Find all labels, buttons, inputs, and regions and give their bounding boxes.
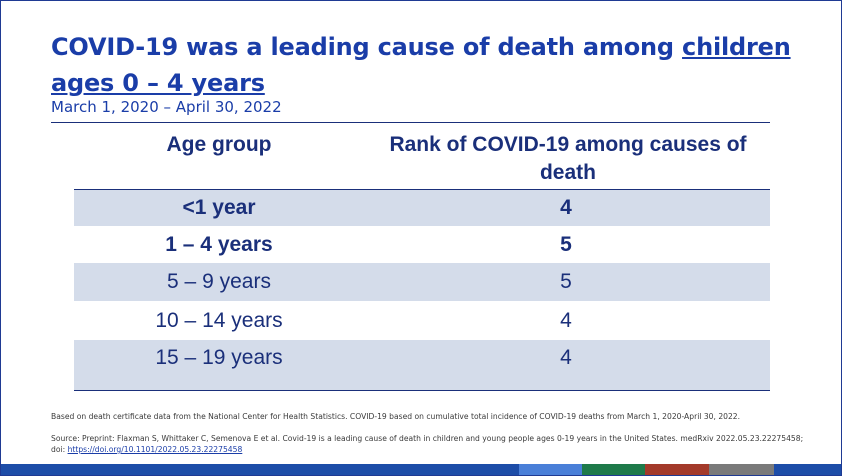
age-cell: 5 – 9 years — [167, 270, 271, 293]
column-header-age-group: Age group — [166, 133, 272, 156]
column-header-rank: Rank of COVID-19 among causes of death — [389, 133, 747, 184]
table-row: 10 – 14 years 4 — [74, 301, 770, 340]
rank-cell: 5 — [560, 270, 572, 293]
table-row: 15 – 19 years 4 — [74, 340, 770, 390]
table-row: 5 – 9 years 5 — [74, 263, 770, 301]
table-bottom-rule — [74, 390, 770, 391]
slide-title: COVID-19 was a leading cause of death am… — [51, 29, 811, 101]
age-cell: 15 – 19 years — [155, 346, 283, 369]
title-text: COVID-19 was a leading cause of death am… — [51, 33, 683, 61]
rank-cell: 5 — [560, 232, 572, 256]
table-row: <1 year 4 — [74, 190, 770, 226]
rank-cell: 4 — [560, 346, 572, 369]
age-cell: <1 year — [182, 196, 256, 219]
rank-cell: 4 — [560, 308, 572, 332]
rank-cell: 4 — [560, 196, 572, 219]
bottom-bar-segment — [774, 464, 841, 475]
table-row: 1 – 4 years 5 — [74, 226, 770, 263]
doi-link[interactable]: https://doi.org/10.1101/2022.05.23.22275… — [67, 445, 243, 454]
bottom-bar-segment — [1, 464, 519, 475]
bottom-bar-segment — [645, 464, 709, 475]
footnote-data-source: Based on death certificate data from the… — [51, 412, 741, 421]
title-emphasis: children ages 0 – 4 years — [51, 33, 791, 97]
bottom-bar-segment — [709, 464, 774, 475]
table-header-divider — [74, 189, 770, 190]
date-range-subtitle: March 1, 2020 – April 30, 2022 — [51, 98, 282, 116]
bottom-bar-segment — [582, 464, 645, 475]
citation-text: Source: Preprint: Flaxman S, Whittaker C… — [51, 434, 804, 454]
bottom-bar-segment — [519, 464, 582, 475]
header-rule — [51, 122, 770, 123]
footnote-citation: Source: Preprint: Flaxman S, Whittaker C… — [51, 433, 811, 455]
age-cell: 1 – 4 years — [165, 232, 273, 256]
age-cell: 10 – 14 years — [155, 308, 283, 332]
